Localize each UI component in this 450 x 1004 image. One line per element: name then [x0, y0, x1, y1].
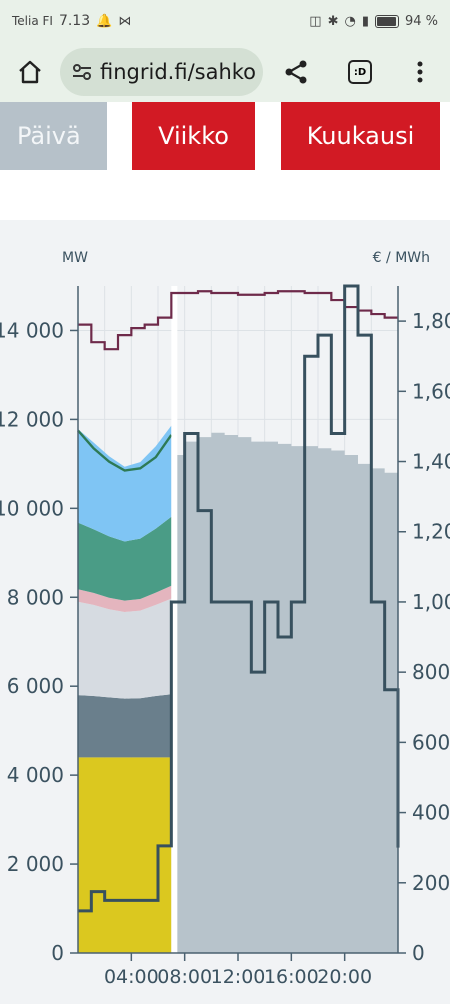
- left-tick-label: 6 000: [7, 674, 64, 698]
- right-tick-label: 1,400: [412, 450, 450, 474]
- bluetooth-icon: ✱: [327, 13, 339, 29]
- app-icon: ⋈: [118, 13, 132, 29]
- nfc-icon: ◫: [309, 13, 322, 29]
- status-bar: Telia FI 7.13 🔔 ⋈ ◫ ✱ ◔ ▮ 94 %: [0, 0, 450, 42]
- left-tick-label: 4 000: [7, 763, 64, 787]
- url-bar[interactable]: fingrid.fi/sahko: [60, 48, 263, 96]
- range-selector: Päivä Viikko Kuukausi: [0, 102, 450, 220]
- battery-percent: 94 %: [404, 13, 438, 29]
- right-tick-label: 800: [412, 660, 450, 684]
- x-tick-label: 04:00: [104, 966, 159, 988]
- home-icon: [19, 60, 41, 84]
- status-right: ◫ ✱ ◔ ▮ 94 %: [309, 14, 438, 29]
- range-tab-month[interactable]: Kuukausi: [281, 102, 440, 170]
- left-tick-label: 2 000: [7, 852, 64, 876]
- x-tick-label: 16:00: [264, 966, 319, 988]
- right-tick-label: 1,600: [412, 379, 450, 403]
- tab-switcher-icon: :D: [348, 60, 372, 84]
- stacked-other-area: [78, 585, 172, 612]
- signal-icon: ▮: [361, 13, 369, 29]
- chart-panel: MW € / MWh 0 2 000 4 000 6 000 8 000 10 000 12 0…: [0, 220, 450, 1000]
- right-tick-label: 600: [412, 730, 450, 754]
- more-vertical-icon: [417, 61, 423, 83]
- wifi-icon: ◔: [344, 13, 356, 29]
- home-button[interactable]: [10, 52, 50, 92]
- left-tick-label: 10 000: [0, 496, 64, 520]
- right-tick-label: 200: [412, 871, 450, 895]
- x-tick-label: 08:00: [157, 966, 212, 988]
- carrier-label: Telia FI: [12, 14, 53, 28]
- forecast-consumption-area: [175, 432, 398, 953]
- left-tick-label: 14 000: [0, 318, 64, 342]
- tab-switcher-button[interactable]: :D: [340, 52, 380, 92]
- x-tick-label: 12:00: [211, 966, 266, 988]
- stacked-nuclear-area: [78, 757, 172, 953]
- right-axis-unit-label: € / MWh: [373, 250, 430, 266]
- url-text: fingrid.fi/sahko: [100, 60, 257, 84]
- clock-time: 7.13: [58, 13, 91, 29]
- battery-icon: [374, 14, 399, 28]
- right-tick-label: 1,800: [412, 309, 450, 333]
- range-tab-day[interactable]: Päivä: [0, 102, 107, 170]
- right-tick-label: 0: [412, 941, 425, 965]
- status-left: Telia FI 7.13 🔔 ⋈: [12, 13, 131, 29]
- browser-toolbar: fingrid.fi/sahko :D: [0, 42, 450, 102]
- consumption-line: [77, 429, 173, 472]
- left-tick-label: 8 000: [7, 585, 64, 609]
- left-tick-label: 0: [51, 941, 64, 965]
- now-separator: [171, 286, 178, 954]
- right-tick-label: 1,000: [412, 590, 450, 614]
- share-button[interactable]: [276, 52, 316, 92]
- stacked-chp-area: [78, 598, 172, 699]
- electricity-chart: MW € / MWh 0 2 000 4 000 6 000 8 000 10 000 12 0…: [0, 250, 450, 988]
- x-tick-label: 20:00: [317, 966, 372, 988]
- site-settings-icon[interactable]: [72, 63, 92, 81]
- price-step-line: [78, 284, 400, 913]
- stacked-hydro-area: [78, 694, 172, 758]
- left-tick-label: 12 000: [0, 407, 64, 431]
- share-icon: [285, 60, 307, 84]
- right-tick-label: 1,200: [412, 520, 450, 544]
- overflow-menu-button[interactable]: [400, 52, 440, 92]
- left-axis-unit-label: MW: [62, 250, 88, 266]
- range-tab-week[interactable]: Viikko: [132, 102, 255, 170]
- notification-icon: 🔔: [96, 13, 113, 29]
- right-tick-label: 400: [412, 801, 450, 825]
- stacked-wind-area: [78, 516, 172, 601]
